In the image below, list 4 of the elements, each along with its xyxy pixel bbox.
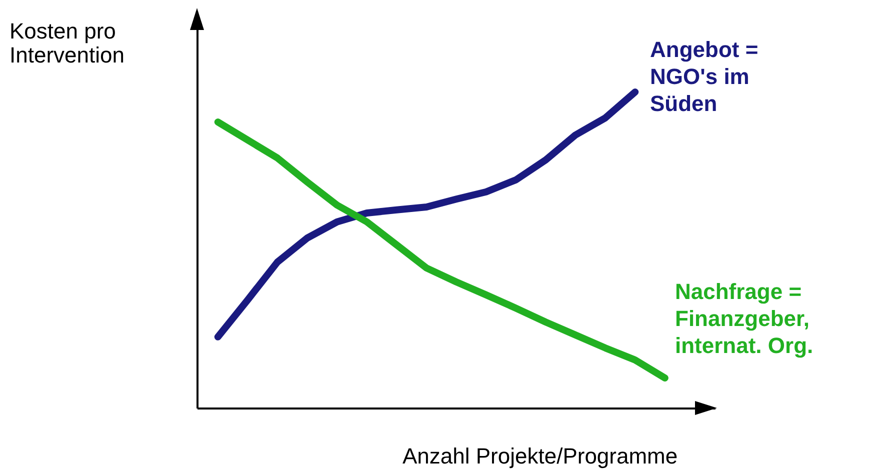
series-label: Nachfrage = Finanzgeber, internat. Org. bbox=[675, 279, 814, 358]
series-label: Angebot = NGO's im Süden bbox=[650, 37, 758, 116]
y-axis-title: Kosten pro Intervention bbox=[10, 18, 124, 68]
x-axis-title: Anzahl Projekte/Programme bbox=[402, 444, 678, 468]
